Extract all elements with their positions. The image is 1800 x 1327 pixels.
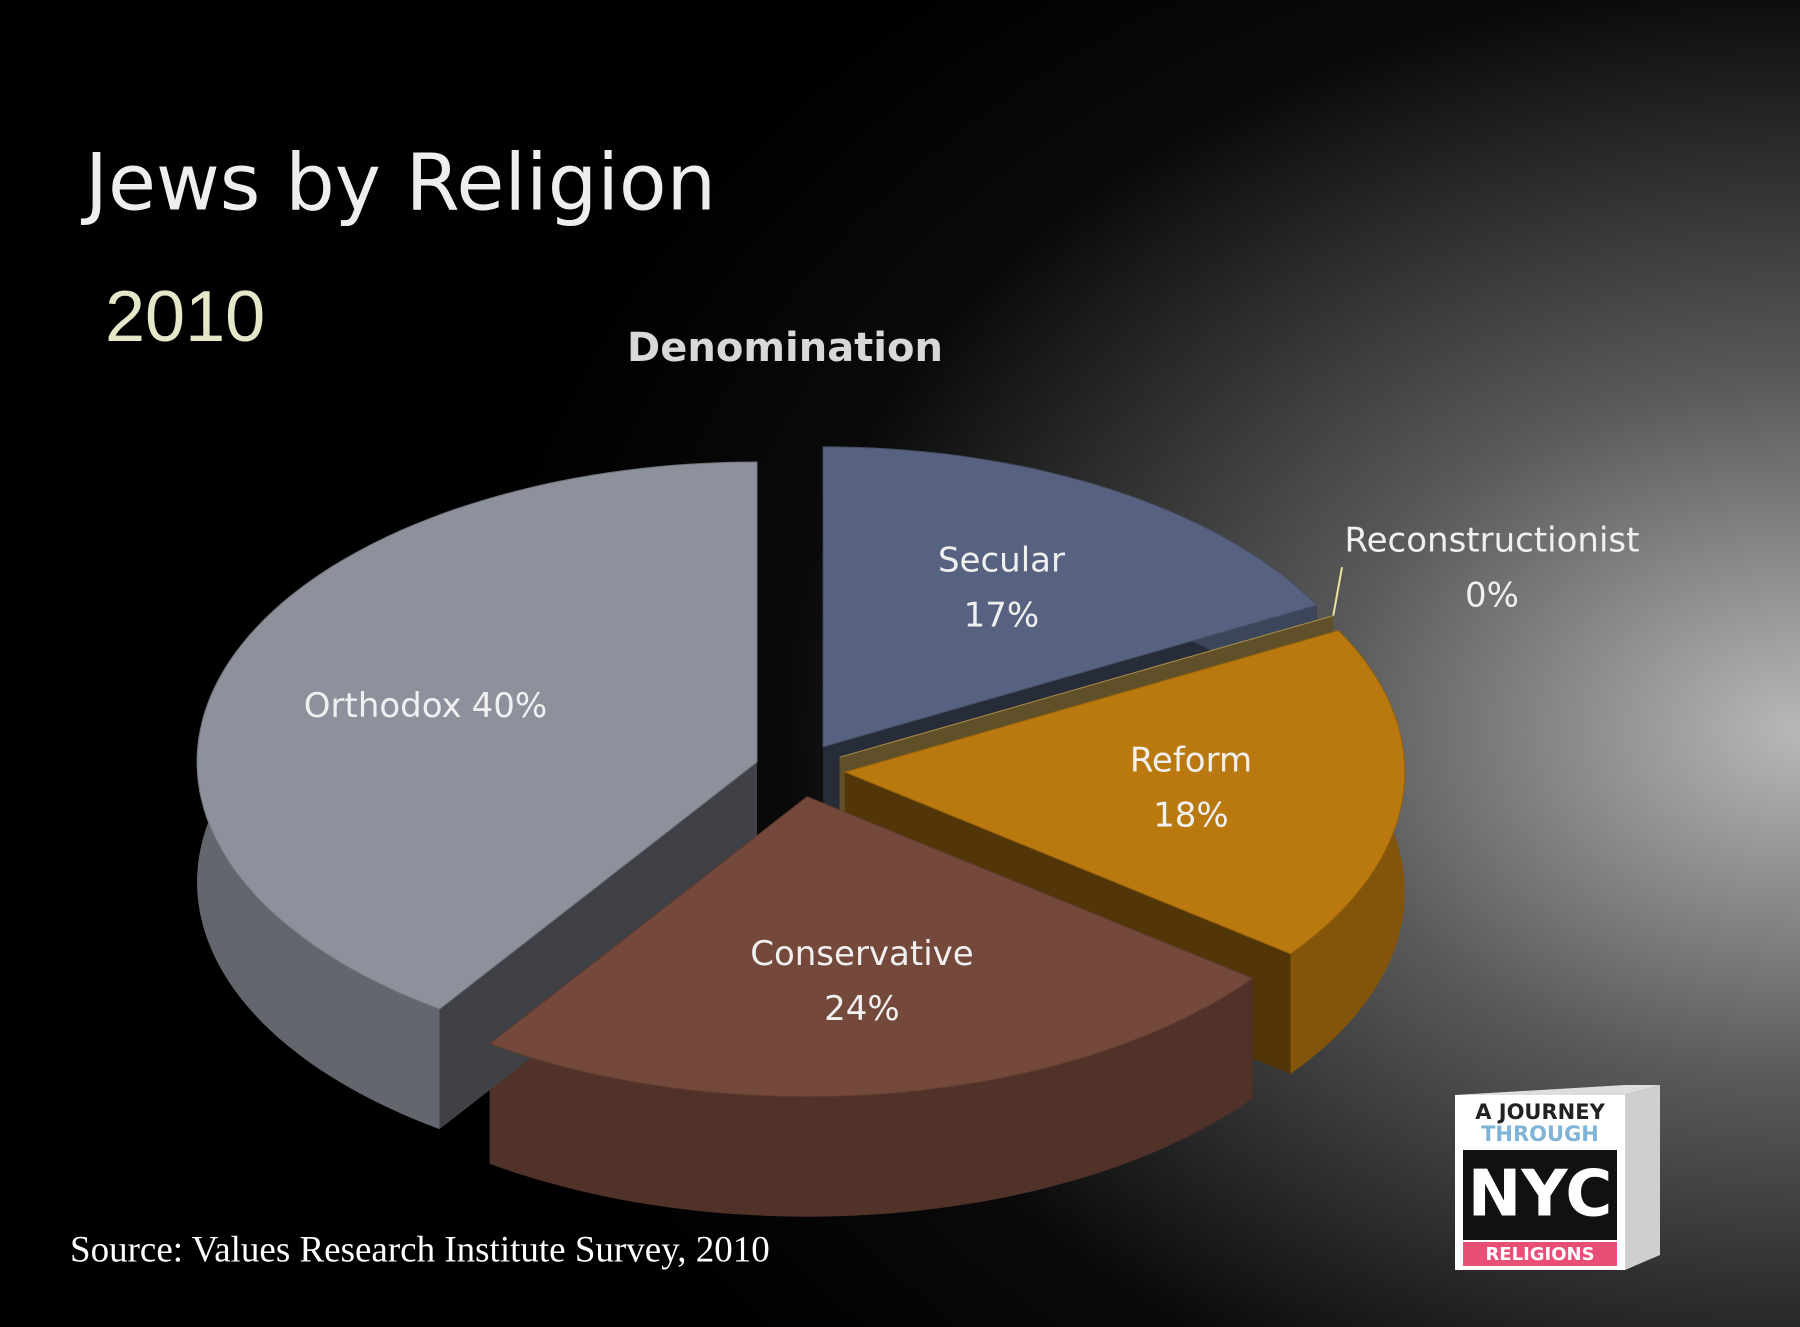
logo: A JOURNEY THROUGH NYC RELIGIONS bbox=[1455, 1085, 1660, 1270]
value-label: 0% bbox=[1465, 576, 1519, 616]
logo-text: A JOURNEY bbox=[1475, 1100, 1605, 1124]
slice bbox=[839, 615, 1334, 758]
category-label: Orthodox bbox=[304, 685, 462, 725]
logo-text: THROUGH bbox=[1481, 1122, 1599, 1146]
leader-line bbox=[1332, 567, 1343, 616]
logo-side bbox=[1625, 1085, 1660, 1270]
logo-text: RELIGIONS bbox=[1485, 1244, 1594, 1265]
value-label: 24% bbox=[824, 989, 900, 1029]
source-note: Source: Values Research Institute Survey… bbox=[70, 1229, 770, 1270]
chart-title: Denomination bbox=[627, 325, 943, 371]
slice bbox=[822, 446, 1318, 748]
value-label: 18% bbox=[1153, 795, 1229, 835]
slice bbox=[488, 796, 1254, 1098]
value-label: 17% bbox=[964, 596, 1040, 636]
slice-side bbox=[489, 978, 1253, 1217]
logo-text: NYC bbox=[1468, 1158, 1613, 1232]
logo-band bbox=[1463, 1242, 1617, 1266]
slice bbox=[843, 629, 1406, 955]
slide-subtitle: 2010 bbox=[105, 277, 265, 357]
logo-top bbox=[1455, 1085, 1660, 1095]
logo-panel bbox=[1463, 1150, 1617, 1240]
category-label: Reconstructionist bbox=[1345, 521, 1640, 561]
pie: Secular 17% Reconstructionist 0% Reform 18% Co… bbox=[196, 446, 1640, 1217]
slice-label: Orthodox 40% bbox=[304, 685, 547, 725]
slice bbox=[196, 461, 758, 1010]
slide-title: Jews by Religion bbox=[80, 138, 716, 228]
category-label: Secular bbox=[938, 541, 1065, 581]
value-label: 40% bbox=[472, 685, 548, 725]
category-label: Conservative bbox=[750, 934, 973, 974]
category-label: Reform bbox=[1130, 740, 1252, 780]
